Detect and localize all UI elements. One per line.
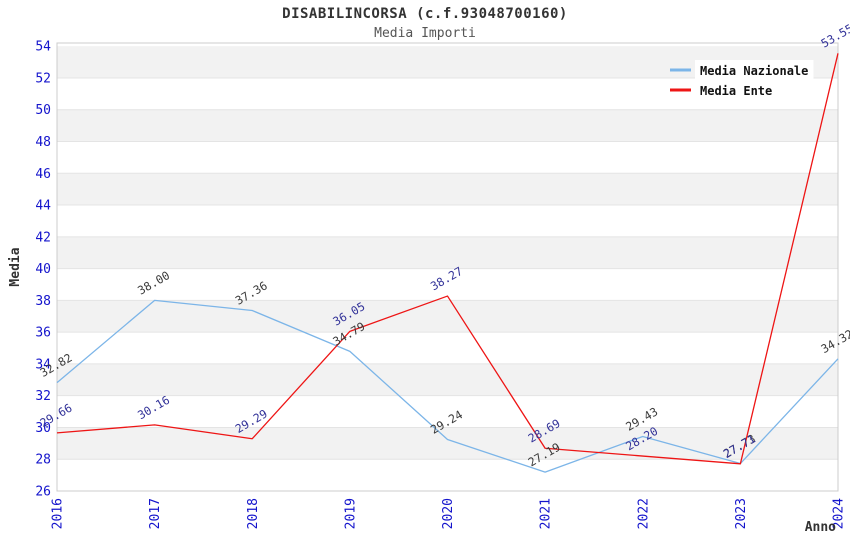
y-tick-label: 28 [35,453,51,468]
plot-band [57,236,838,269]
x-tick-label: 2024 [832,498,847,529]
y-tick-label: 32 [35,389,51,404]
plot-band [57,43,838,47]
y-tick-label: 36 [35,326,51,341]
plot-band [57,300,838,333]
y-tick-label: 46 [35,167,51,182]
plot-border [56,42,839,492]
legend-bg-media-nazionale [695,60,814,80]
plot-band [57,173,838,206]
plot-band [57,332,838,364]
y-axis-title: Media [8,247,23,286]
x-tick-label: 2016 [51,498,66,529]
chart-title: DISABILINCORSA (c.f.93048700160) [282,6,568,22]
x-tick-label: 2020 [441,498,456,529]
y-tick-label: 50 [35,103,51,118]
plot-band [57,459,838,491]
x-axis-title: Anno [805,520,836,535]
legend-label-media-nazionale: Media Nazionale [700,64,808,78]
y-tick-label: 42 [35,230,51,245]
x-tick-label: 2023 [734,498,749,529]
x-tick-label: 2018 [246,498,261,529]
x-tick-label: 2019 [343,498,358,529]
plot-band [57,268,838,301]
plot-band [57,427,838,460]
y-tick-label: 44 [35,199,51,214]
plot-band [57,363,838,396]
y-tick-label: 38 [35,294,51,309]
legend-bg-media-ente [695,80,777,101]
x-tick-label: 2017 [148,498,163,529]
plot-band [57,205,838,237]
y-tick-label: 54 [35,40,51,55]
y-tick-label: 26 [35,485,51,500]
plot-band [57,109,838,142]
y-tick-label: 48 [35,135,51,150]
y-tick-label: 40 [35,262,51,277]
chart-subtitle: Media Importi [374,26,476,41]
y-tick-label: 52 [35,71,51,86]
plot-band [57,395,838,428]
legend-label-media-ente: Media Ente [700,84,772,98]
plot-band [57,141,838,174]
series-line-media-nazionale [56,299,839,473]
series-line-media-ente [56,53,839,465]
y-tick-label: 34 [35,357,51,372]
x-tick-label: 2021 [539,498,554,529]
x-tick-label: 2022 [636,498,651,529]
y-tick-label: 30 [35,421,51,436]
